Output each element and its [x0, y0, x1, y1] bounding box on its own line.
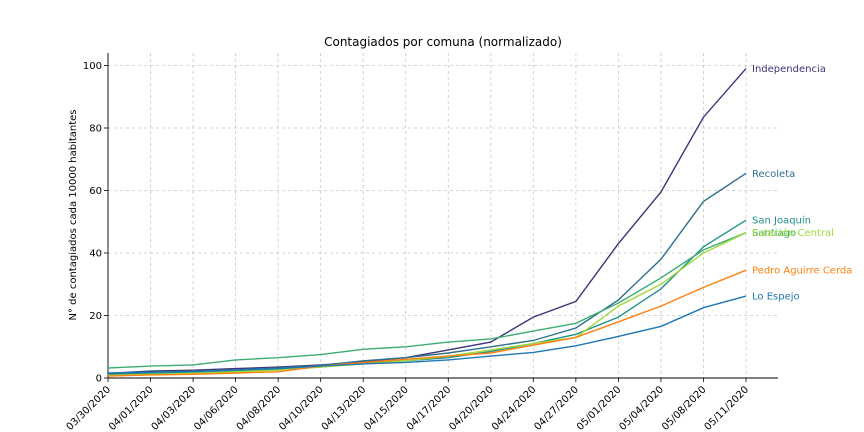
axes — [107, 53, 778, 379]
series-line-san-joaquin — [107, 219, 747, 376]
chart-title: Contagiados por comuna (normalizado) — [324, 35, 562, 49]
y-tick-label: 0 — [96, 374, 102, 385]
x-tick-label: 03/30/2020 — [65, 384, 114, 432]
y-tick-label: 100 — [83, 61, 102, 72]
x-tick-label: 04/27/2020 — [532, 384, 581, 432]
x-tick-label: 04/10/2020 — [277, 384, 326, 432]
series-line-independencia — [107, 68, 747, 374]
y-tick-label: 80 — [89, 124, 102, 135]
x-tick-label: 05/08/2020 — [660, 384, 709, 432]
grid — [107, 53, 778, 379]
series-label-estacion-central: Estación Central — [752, 227, 834, 239]
series-label-independencia: Independencia — [752, 64, 826, 75]
series-lines — [107, 68, 747, 377]
x-tick-label: 04/06/2020 — [192, 384, 241, 432]
series-label-lo-espejo: Lo Espejo — [752, 292, 800, 303]
series-label-santiago: Santiago — [752, 228, 796, 239]
y-tick-label: 20 — [89, 311, 102, 322]
y-axis-title: N° de contagiados cada 10000 habitantes — [68, 110, 79, 321]
x-tick-label: 04/24/2020 — [490, 384, 539, 432]
ticks: 03/30/202004/01/202004/03/202004/06/2020… — [65, 61, 752, 432]
series-line-estacion-central — [107, 232, 747, 377]
y-tick-label: 60 — [89, 186, 102, 197]
x-tick-label: 04/20/2020 — [447, 384, 496, 432]
x-tick-label: 04/08/2020 — [235, 384, 284, 432]
x-tick-label: 04/01/2020 — [107, 384, 156, 432]
x-tick-label: 05/01/2020 — [575, 384, 624, 432]
y-tick-label: 40 — [89, 249, 102, 260]
series-label-pedro-aguirre-cerda: Pedro Aguirre Cerda — [752, 266, 852, 277]
series-line-lo-espejo — [107, 295, 747, 374]
series-label-recoleta: Recoleta — [752, 169, 795, 180]
series-line-santiago — [107, 232, 747, 369]
x-tick-label: 04/03/2020 — [150, 384, 199, 432]
series-label-san-joaquin: San Joaquín — [752, 215, 811, 227]
x-tick-label: 04/15/2020 — [362, 384, 411, 432]
series-line-pedro-aguirre-cerda — [107, 269, 747, 377]
x-tick-label: 04/13/2020 — [320, 384, 369, 432]
x-tick-label: 05/04/2020 — [618, 384, 667, 432]
series-labels: Independencia Recoleta San JoaquínSantiago… — [752, 64, 852, 303]
x-tick-label: 05/11/2020 — [703, 384, 752, 432]
x-tick-label: 04/17/2020 — [405, 384, 454, 432]
